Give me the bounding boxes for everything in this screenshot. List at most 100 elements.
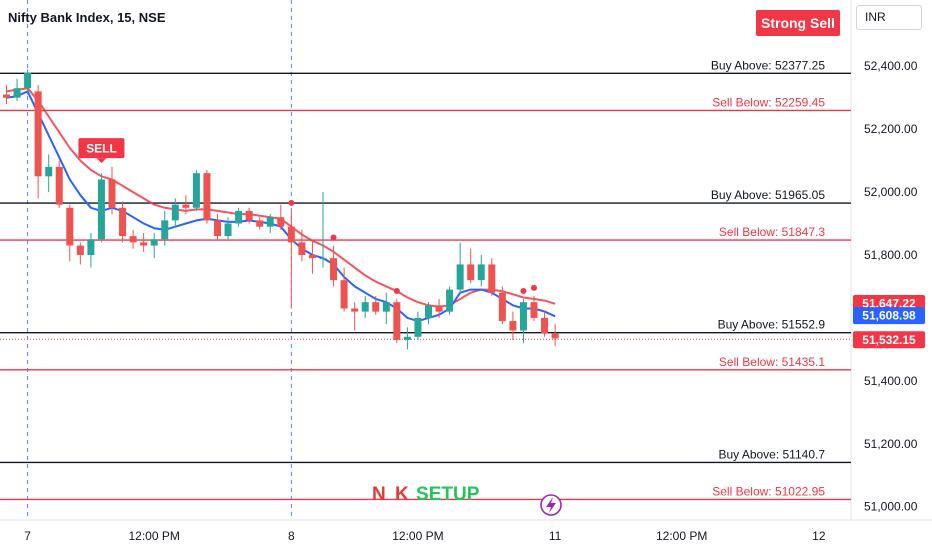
candle-31 [330, 245, 338, 287]
candle-21 [224, 217, 232, 240]
x-tick-label-2: 8 [288, 529, 295, 543]
candle-4 [45, 154, 53, 193]
candle-body [76, 245, 84, 255]
y-tick-label-1: 51,200.00 [864, 437, 918, 451]
candle-40 [425, 302, 432, 325]
candle-body [55, 166, 63, 205]
price-tag-1: 51,608.98 [853, 307, 925, 325]
sell-signal-box [78, 138, 125, 159]
sell-signal-label: SELL [86, 142, 117, 156]
candle-52 [551, 324, 559, 347]
candle-34 [361, 295, 369, 318]
level-label-2: Buy Above: 51965.05 [711, 188, 825, 202]
candle-body [224, 223, 232, 237]
x-tick-label-5: 12:00 PM [656, 529, 707, 543]
candle-body [382, 302, 390, 312]
candle-body [372, 302, 380, 312]
signal-dot-3 [520, 288, 527, 295]
candle-22 [235, 207, 243, 227]
candle-body [266, 217, 274, 227]
candle-2 [24, 69, 32, 95]
candle-46 [488, 258, 496, 296]
watermark-part2: SETUP [416, 484, 480, 505]
candle-26 [277, 204, 285, 230]
candle-25 [266, 214, 274, 233]
candle-body [287, 226, 295, 243]
candle-43 [456, 242, 464, 293]
candle-body [235, 210, 243, 224]
level-label-4: Buy Above: 51552.9 [718, 318, 826, 332]
candle-body [171, 204, 179, 221]
candle-47 [498, 286, 506, 325]
signal-dot-1 [330, 234, 337, 241]
candle-body [414, 317, 422, 337]
candle-body [456, 264, 464, 290]
signal-dot-2 [393, 288, 400, 295]
candle-1 [13, 78, 21, 101]
currency-selector[interactable]: INR [856, 5, 922, 30]
candle-body [541, 317, 549, 334]
candle-body [530, 302, 538, 318]
candle-16 [171, 198, 179, 227]
candle-body [45, 166, 53, 177]
candle-30 [319, 192, 327, 268]
watermark-part1: N K [372, 484, 411, 505]
candle-body [298, 242, 306, 255]
x-tick-label-0: 7 [24, 529, 31, 543]
candle-36 [382, 292, 390, 325]
candle-body [245, 210, 253, 221]
chart-title: Nifty Bank Index, 15, NSE [8, 10, 166, 25]
candle-44 [467, 248, 475, 284]
candle-body [509, 321, 517, 331]
candle-6 [66, 204, 74, 262]
lightning-icon [540, 494, 562, 516]
level-label-1: Sell Below: 52259.45 [712, 95, 825, 109]
candle-50 [530, 295, 538, 322]
candle-body [308, 254, 316, 259]
candle-9 [97, 173, 105, 243]
candle-body [256, 220, 264, 227]
candle-body [477, 264, 485, 281]
candle-body [330, 258, 338, 281]
candle-body [119, 207, 127, 237]
candle-body [203, 173, 211, 221]
candle-45 [477, 254, 485, 287]
level-label-6: Buy Above: 51140.7 [718, 447, 825, 461]
candle-39 [414, 311, 422, 340]
x-tick-label-6: 12 [812, 529, 826, 543]
candle-27 [287, 210, 295, 309]
candle-18 [192, 170, 200, 211]
candle-body [150, 239, 158, 246]
candle-body [66, 207, 74, 246]
candle-8 [87, 232, 95, 268]
candle-29 [308, 239, 316, 274]
level-label-7: Sell Below: 51022.95 [712, 484, 825, 498]
y-tick-label-4: 51,800.00 [864, 248, 918, 262]
candle-38 [403, 327, 411, 350]
candle-body [467, 264, 475, 281]
price-tag-label: 51,647.22 [862, 297, 916, 311]
candle-body [97, 179, 105, 240]
candle-49 [519, 299, 527, 344]
candle-body [498, 292, 506, 322]
candle-body [140, 242, 148, 246]
candle-7 [76, 242, 84, 265]
price-tag-box [853, 307, 925, 325]
candle-42 [446, 286, 454, 315]
sell-signal-pointer [96, 158, 107, 164]
sell-signal-marker: SELL [78, 138, 125, 164]
candle-35 [372, 295, 380, 315]
candle-51 [541, 311, 549, 337]
y-tick-label-7: 52,400.00 [864, 59, 918, 73]
candle-32 [340, 267, 348, 312]
price-tag-label: 51,532.15 [862, 333, 916, 347]
candle-body [488, 264, 496, 293]
candle-19 [203, 170, 211, 224]
level-label-0: Buy Above: 52377.25 [711, 58, 825, 72]
candle-48 [509, 311, 517, 340]
candle-body [87, 239, 95, 255]
candle-17 [182, 195, 190, 215]
y-tick-label-2: 51,400.00 [864, 374, 918, 388]
